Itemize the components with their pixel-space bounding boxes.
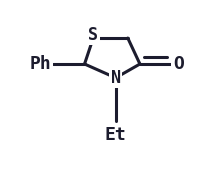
Text: Et: Et <box>105 126 127 144</box>
Text: N: N <box>111 69 121 87</box>
Text: Ph: Ph <box>30 55 52 73</box>
Text: S: S <box>88 26 98 44</box>
Text: O: O <box>173 55 184 73</box>
